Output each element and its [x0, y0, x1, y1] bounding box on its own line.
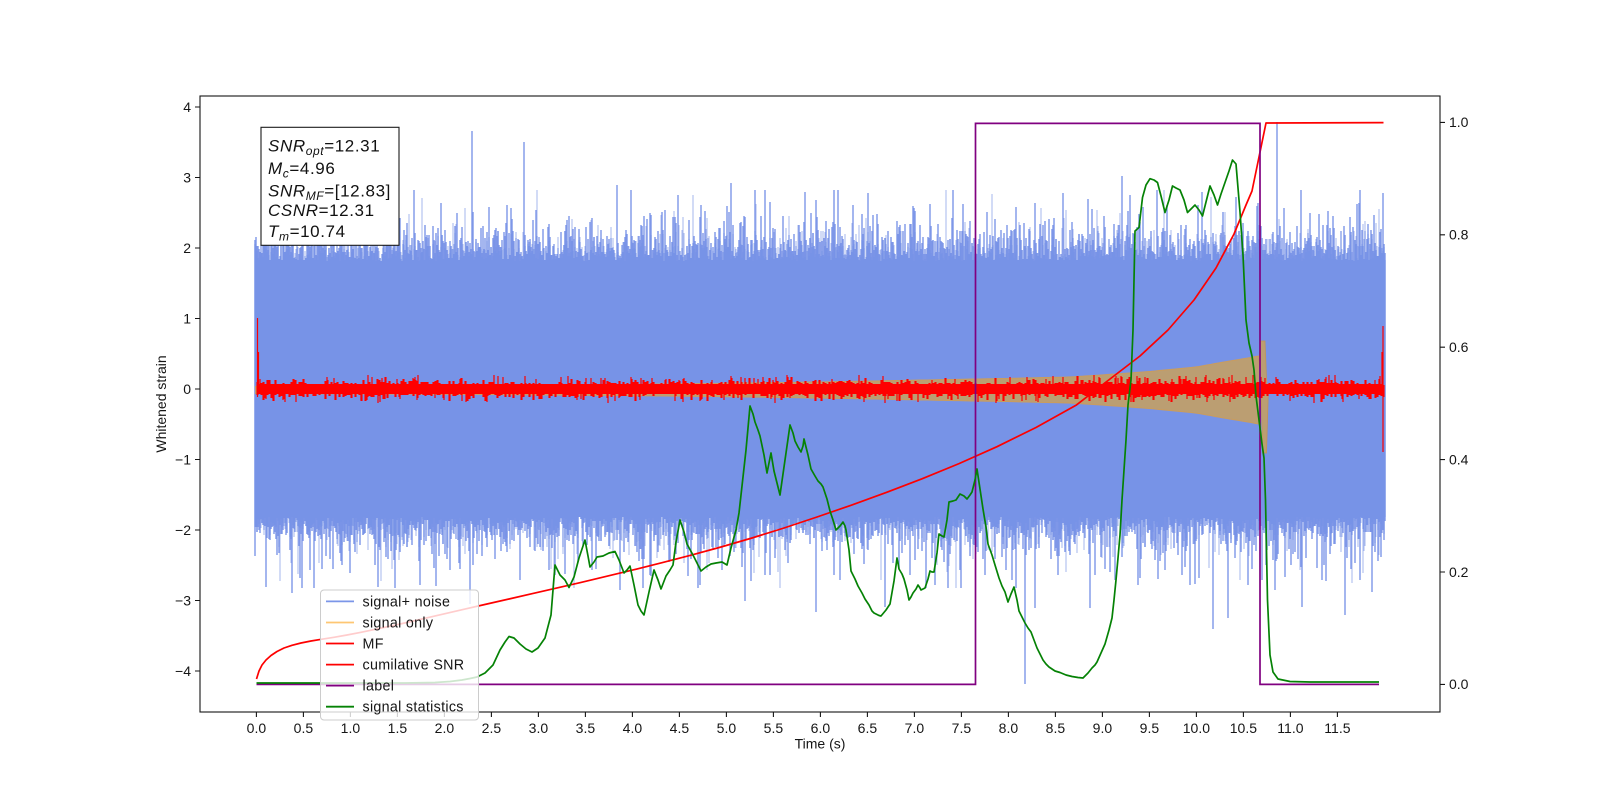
svg-text:7.5: 7.5 — [952, 720, 972, 736]
svg-text:CSNR=12.31: CSNR=12.31 — [268, 201, 375, 220]
svg-text:6.5: 6.5 — [858, 720, 878, 736]
svg-text:2.5: 2.5 — [482, 720, 502, 736]
svg-text:−4: −4 — [175, 663, 191, 679]
svg-text:3: 3 — [183, 169, 191, 185]
svg-text:6.0: 6.0 — [811, 720, 831, 736]
svg-text:0.6: 0.6 — [1449, 339, 1469, 355]
svg-text:1.0: 1.0 — [341, 720, 361, 736]
svg-text:11.0: 11.0 — [1277, 720, 1303, 736]
svg-text:Mc=4.96: Mc=4.96 — [268, 159, 335, 180]
svg-text:−3: −3 — [175, 592, 191, 608]
svg-text:0.0: 0.0 — [1449, 676, 1469, 692]
svg-text:0.0: 0.0 — [247, 720, 267, 736]
svg-text:11.5: 11.5 — [1324, 720, 1350, 736]
svg-text:8.5: 8.5 — [1046, 720, 1066, 736]
svg-text:4.0: 4.0 — [623, 720, 643, 736]
svg-text:9.0: 9.0 — [1093, 720, 1113, 736]
svg-text:signal+ noise: signal+ noise — [363, 594, 451, 610]
svg-text:−1: −1 — [175, 451, 191, 467]
svg-text:SNRMF=[12.83]: SNRMF=[12.83] — [268, 182, 391, 203]
svg-text:label: label — [363, 679, 395, 695]
svg-text:SNRopt=12.31: SNRopt=12.31 — [268, 137, 380, 158]
svg-text:signal statistics: signal statistics — [363, 700, 464, 716]
svg-text:0.5: 0.5 — [294, 720, 314, 736]
svg-text:signal only: signal only — [363, 615, 434, 631]
svg-text:2: 2 — [183, 240, 191, 256]
svg-text:cumilative SNR: cumilative SNR — [363, 658, 465, 674]
svg-text:Tm=10.74: Tm=10.74 — [268, 222, 346, 243]
svg-text:8.0: 8.0 — [999, 720, 1019, 736]
svg-text:4.5: 4.5 — [670, 720, 690, 736]
svg-text:Whitened strain: Whitened strain — [153, 355, 169, 452]
svg-text:Time (s): Time (s) — [795, 736, 846, 752]
svg-text:3.5: 3.5 — [576, 720, 596, 736]
svg-text:3.0: 3.0 — [529, 720, 549, 736]
svg-text:−2: −2 — [175, 522, 191, 538]
svg-text:1.5: 1.5 — [388, 720, 408, 736]
svg-text:9.5: 9.5 — [1140, 720, 1160, 736]
svg-text:0.8: 0.8 — [1449, 227, 1469, 243]
svg-text:1: 1 — [183, 310, 191, 326]
svg-text:1.0: 1.0 — [1449, 114, 1469, 130]
svg-text:7.0: 7.0 — [905, 720, 925, 736]
svg-text:5.5: 5.5 — [764, 720, 784, 736]
svg-text:10.5: 10.5 — [1230, 720, 1257, 736]
svg-text:4: 4 — [183, 99, 191, 115]
svg-text:10.0: 10.0 — [1183, 720, 1210, 736]
svg-text:MF: MF — [363, 636, 384, 652]
svg-text:2.0: 2.0 — [435, 720, 455, 736]
svg-text:0.4: 0.4 — [1449, 451, 1469, 467]
svg-text:0.2: 0.2 — [1449, 564, 1469, 580]
svg-text:5.0: 5.0 — [717, 720, 737, 736]
svg-text:0: 0 — [183, 381, 191, 397]
